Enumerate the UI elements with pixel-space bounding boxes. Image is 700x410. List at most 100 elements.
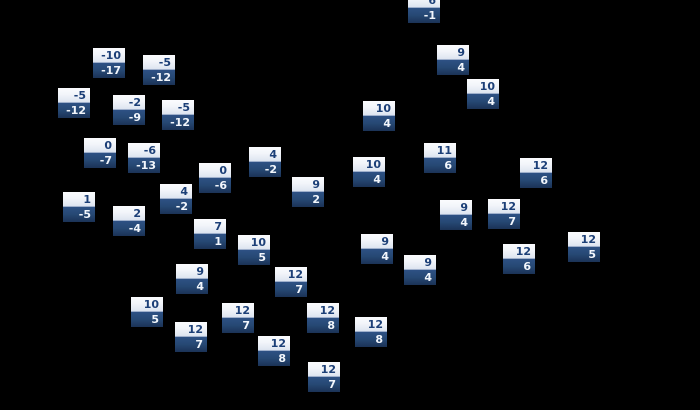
marker-top-value: 12 bbox=[520, 158, 552, 173]
data-point-marker[interactable]: 12 7 bbox=[308, 362, 340, 392]
marker-bottom-value: 7 bbox=[488, 214, 520, 229]
marker-top-value: 10 bbox=[363, 101, 395, 116]
marker-top-value: -5 bbox=[143, 55, 175, 70]
marker-bottom-value: -12 bbox=[143, 70, 175, 85]
data-point-marker[interactable]: 6 -1 bbox=[408, 0, 440, 23]
data-point-marker[interactable]: 12 8 bbox=[307, 303, 339, 333]
marker-top-value: 10 bbox=[238, 235, 270, 250]
marker-bottom-value: 4 bbox=[353, 172, 385, 187]
data-point-marker[interactable]: -2 -9 bbox=[113, 95, 145, 125]
marker-bottom-value: 1 bbox=[194, 234, 226, 249]
marker-top-value: 9 bbox=[437, 45, 469, 60]
marker-top-value: 9 bbox=[292, 177, 324, 192]
marker-bottom-value: -17 bbox=[93, 63, 125, 78]
marker-top-value: -5 bbox=[162, 100, 194, 115]
marker-bottom-value: 4 bbox=[467, 94, 499, 109]
marker-top-value: 9 bbox=[361, 234, 393, 249]
data-point-marker[interactable]: 10 4 bbox=[467, 79, 499, 109]
data-point-marker[interactable]: 12 7 bbox=[222, 303, 254, 333]
data-point-marker[interactable]: 4 -2 bbox=[249, 147, 281, 177]
marker-bottom-value: 8 bbox=[307, 318, 339, 333]
data-point-marker[interactable]: 0 -6 bbox=[199, 163, 231, 193]
data-point-marker[interactable]: 11 6 bbox=[424, 143, 456, 173]
marker-top-value: 12 bbox=[568, 232, 600, 247]
marker-top-value: 12 bbox=[355, 317, 387, 332]
marker-top-value: 10 bbox=[467, 79, 499, 94]
marker-bottom-value: 4 bbox=[404, 270, 436, 285]
marker-top-value: 9 bbox=[440, 200, 472, 215]
data-point-marker[interactable]: 2 -4 bbox=[113, 206, 145, 236]
data-point-marker[interactable]: 12 6 bbox=[520, 158, 552, 188]
data-point-marker[interactable]: 12 7 bbox=[275, 267, 307, 297]
marker-top-value: 2 bbox=[113, 206, 145, 221]
marker-bottom-value: 8 bbox=[355, 332, 387, 347]
marker-bottom-value: 7 bbox=[222, 318, 254, 333]
data-point-marker[interactable]: 12 5 bbox=[568, 232, 600, 262]
marker-bottom-value: -7 bbox=[84, 153, 116, 168]
marker-bottom-value: 4 bbox=[176, 279, 208, 294]
data-point-marker[interactable]: 10 5 bbox=[131, 297, 163, 327]
data-point-marker[interactable]: 4 -2 bbox=[160, 184, 192, 214]
data-point-marker[interactable]: -5 -12 bbox=[162, 100, 194, 130]
data-point-marker[interactable]: 12 6 bbox=[503, 244, 535, 274]
data-point-marker[interactable]: 10 4 bbox=[353, 157, 385, 187]
marker-bottom-value: -12 bbox=[162, 115, 194, 130]
marker-top-value: -2 bbox=[113, 95, 145, 110]
data-point-marker[interactable]: 1 -5 bbox=[63, 192, 95, 222]
marker-top-value: 10 bbox=[353, 157, 385, 172]
marker-top-value: 11 bbox=[424, 143, 456, 158]
marker-top-value: 7 bbox=[194, 219, 226, 234]
marker-bottom-value: 5 bbox=[568, 247, 600, 262]
marker-bottom-value: 7 bbox=[275, 282, 307, 297]
marker-bottom-value: 4 bbox=[363, 116, 395, 131]
data-point-marker[interactable]: 12 8 bbox=[355, 317, 387, 347]
marker-top-value: 12 bbox=[503, 244, 535, 259]
marker-bottom-value: 4 bbox=[440, 215, 472, 230]
marker-bottom-value: 2 bbox=[292, 192, 324, 207]
marker-top-value: 12 bbox=[308, 362, 340, 377]
marker-top-value: 6 bbox=[408, 0, 440, 8]
marker-bottom-value: -2 bbox=[249, 162, 281, 177]
data-point-marker[interactable]: -10 -17 bbox=[93, 48, 125, 78]
marker-top-value: 9 bbox=[404, 255, 436, 270]
data-point-marker[interactable]: 12 8 bbox=[258, 336, 290, 366]
marker-top-value: 4 bbox=[160, 184, 192, 199]
data-point-marker[interactable]: -5 -12 bbox=[58, 88, 90, 118]
marker-top-value: -10 bbox=[93, 48, 125, 63]
marker-bottom-value: -1 bbox=[408, 8, 440, 23]
data-point-marker[interactable]: -5 -12 bbox=[143, 55, 175, 85]
marker-bottom-value: 4 bbox=[361, 249, 393, 264]
data-point-marker[interactable]: 10 5 bbox=[238, 235, 270, 265]
marker-bottom-value: 5 bbox=[238, 250, 270, 265]
marker-bottom-value: -6 bbox=[199, 178, 231, 193]
marker-bottom-value: -13 bbox=[128, 158, 160, 173]
data-point-marker[interactable]: 12 7 bbox=[175, 322, 207, 352]
marker-top-value: 4 bbox=[249, 147, 281, 162]
marker-bottom-value: 6 bbox=[424, 158, 456, 173]
marker-top-value: 12 bbox=[275, 267, 307, 282]
marker-top-value: 0 bbox=[84, 138, 116, 153]
marker-top-value: 12 bbox=[307, 303, 339, 318]
marker-bottom-value: -2 bbox=[160, 199, 192, 214]
data-point-marker[interactable]: 0 -7 bbox=[84, 138, 116, 168]
marker-bottom-value: 6 bbox=[520, 173, 552, 188]
marker-bottom-value: 5 bbox=[131, 312, 163, 327]
marker-top-value: 0 bbox=[199, 163, 231, 178]
marker-top-value: 1 bbox=[63, 192, 95, 207]
data-point-marker[interactable]: 10 4 bbox=[363, 101, 395, 131]
marker-bottom-value: 8 bbox=[258, 351, 290, 366]
marker-top-value: -6 bbox=[128, 143, 160, 158]
marker-top-value: 9 bbox=[176, 264, 208, 279]
data-point-marker[interactable]: -6 -13 bbox=[128, 143, 160, 173]
data-point-marker[interactable]: 12 7 bbox=[488, 199, 520, 229]
marker-top-value: 12 bbox=[222, 303, 254, 318]
marker-bottom-value: -4 bbox=[113, 221, 145, 236]
